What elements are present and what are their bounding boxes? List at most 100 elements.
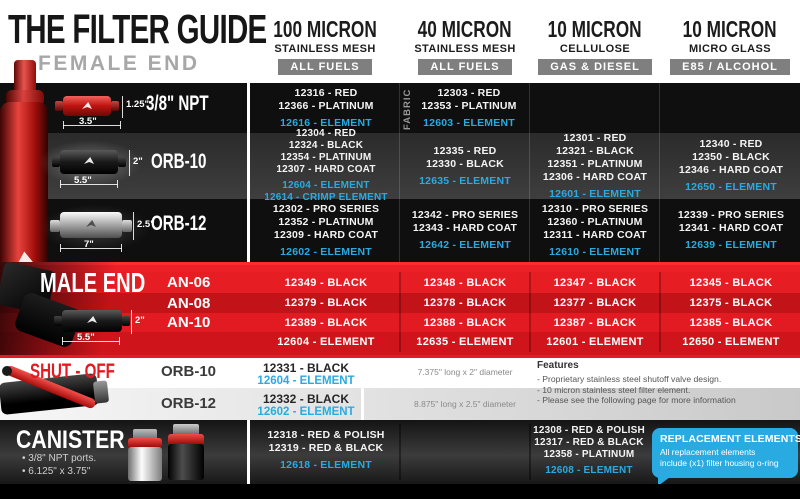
element-part-number: 12614 - CRIMP ELEMENT [264,192,388,203]
callout-text-line: include (x1) filter housing o-ring [660,457,779,468]
parts-cell: 12308 - RED & POLISH 12317 - RED & BLACK… [528,422,650,480]
column-fuel-badge: GAS & DIESEL [538,59,652,75]
part-number: 12358 - PLATINUM [543,449,635,460]
part-number: 12324 - BLACK [288,140,364,151]
dim-length-label: 3.5" [79,116,97,127]
element-part-number: 12604 - ELEMENT [282,180,370,191]
parts-cell: 12342 - PRO SERIES 12343 - HARD COAT 126… [402,199,528,262]
part-number: 12310 - PRO SERIES [541,202,649,215]
part-number: 12301 - RED [563,131,627,144]
part-number: 12387 - BLACK [553,316,637,329]
element-part-number: 12635 - ELEMENT [416,336,514,348]
part-number: 12302 - PRO SERIES [272,202,380,215]
column-divider [399,272,401,352]
row-label-orb12: ORB-12 [151,212,207,235]
dim-line [62,341,120,342]
dim-tick [62,337,63,345]
parts-cell: 12302 - PRO SERIES 12352 - PLATINUM 1230… [252,199,400,262]
filter-port [111,101,119,111]
row-label-an06: AN-06 [167,274,211,291]
column-divider [529,424,531,480]
element-part-number: 12650 - ELEMENT [682,336,780,348]
part-number: 12389 - BLACK [284,316,368,329]
row-label-orb10: ORB-10 [151,150,207,173]
parts-cell: 12310 - PRO SERIES 12360 - PLATINUM 1231… [532,199,658,262]
part-number: 12349 - BLACK [284,276,368,289]
dimensions-note: 7.375" long x 2" diameter [417,367,513,377]
part-number: 12388 - BLACK [423,316,507,329]
part-number: 12366 - PLATINUM [278,99,374,112]
part-number: 12354 - PLATINUM [280,152,372,163]
dim-tick [60,180,61,188]
row-label-an08: AN-08 [167,294,211,312]
dim-line [60,184,118,185]
parts-cell: 12318 - RED & POLISH 12319 - RED & BLACK… [252,424,400,476]
dim-line [131,310,132,334]
row-label-npt: 3/8" NPT [146,92,209,115]
element-part-number: 12608 - ELEMENT [545,465,633,476]
male-row-an10: AN-10 12389 - BLACK 12388 - BLACK 12387 … [0,313,800,332]
dim-diameter-label: 1.25" [126,99,149,110]
part-number: 12303 - RED [437,86,501,99]
element-part-number: 12635 - ELEMENT [419,174,511,187]
column-divider [399,83,400,262]
shutoff-title: SHUT - OFF [30,360,115,383]
shutoff-row-orb10-background [0,358,800,388]
column-micron: 10 MICRON [683,16,777,42]
column-divider [659,83,660,262]
filter-port [118,157,126,167]
element-part-number: 12602 - ELEMENT [280,245,372,258]
part-number: 12311 - HARD COAT [543,228,647,241]
row-orb10-background [0,133,800,199]
dim-tick [60,244,61,252]
filter-port [50,220,60,232]
element-part-number: 12610 - ELEMENT [549,245,641,258]
column-divider [529,272,531,352]
column-divider [529,83,530,262]
column-fuel-badge: E85 / ALCOHOL [670,59,790,75]
label-data-separator [247,420,250,484]
column-media: STAINLESS MESH [274,43,376,55]
callout-title: REPLACEMENT ELEMENTS [660,433,800,445]
aeromotive-logo-mark [87,316,97,323]
element-part-number: 12604 - ELEMENT [277,336,375,348]
part-number: 12341 - HARD COAT [678,222,784,234]
shutoff-row-orb12-background [0,388,800,420]
part-number: 12348 - BLACK [423,276,507,289]
part-number: 12317 - RED & BLACK [534,437,644,448]
column-media: MICRO GLASS [688,43,771,55]
element-part-number: 12604 - ELEMENT [257,375,355,387]
male-end-title: MALE END [40,267,146,298]
dim-tick [119,337,120,345]
part-number: 12307 - HARD COAT [276,164,376,175]
male-row-an08: AN-08 12379 - BLACK 12378 - BLACK 12377 … [0,293,800,313]
element-part-number: 12601 - ELEMENT [546,336,644,348]
part-number: 12316 - RED [294,86,358,99]
bullet-item: • 3/8" NPT ports. [22,453,97,464]
features-block: Features - Proprietary stainless steel s… [537,360,736,406]
dimensions-note: 8.875" long x 2.5" diameter [414,399,516,409]
male-row-elements: 12604 - ELEMENT 12635 - ELEMENT 12601 - … [0,332,800,352]
column-micron: 40 MICRON [418,16,512,42]
filter-port [122,220,132,232]
aeromotive-logo-mark [84,157,94,164]
part-number: 12306 - HARD COAT [542,170,648,183]
column-micron: 10 MICRON [548,16,642,42]
part-number: 12352 - PLATINUM [278,215,374,228]
part-number: 12345 - BLACK [689,276,773,289]
filter-port [52,157,60,167]
column-divider [659,272,661,352]
dim-line [133,212,134,240]
part-number: 12360 - PLATINUM [547,215,643,228]
section-top-border [0,262,800,265]
part-number: 12378 - BLACK [423,297,507,309]
part-number: 12335 - RED [433,144,497,157]
canister-silver-body [128,447,162,481]
column-micron: 100 MICRON [273,16,377,42]
parts-cell: 12303 - RED 12353 - PLATINUM 12603 - ELE… [410,83,528,133]
canister-red-cap [168,434,204,444]
parts-cell: 12304 - RED 12324 - BLACK 12354 - PLATIN… [252,128,400,203]
element-part-number: 12618 - ELEMENT [280,458,372,471]
column-fuel-badge: ALL FUELS [278,59,372,75]
canister-red-cap [128,438,162,447]
